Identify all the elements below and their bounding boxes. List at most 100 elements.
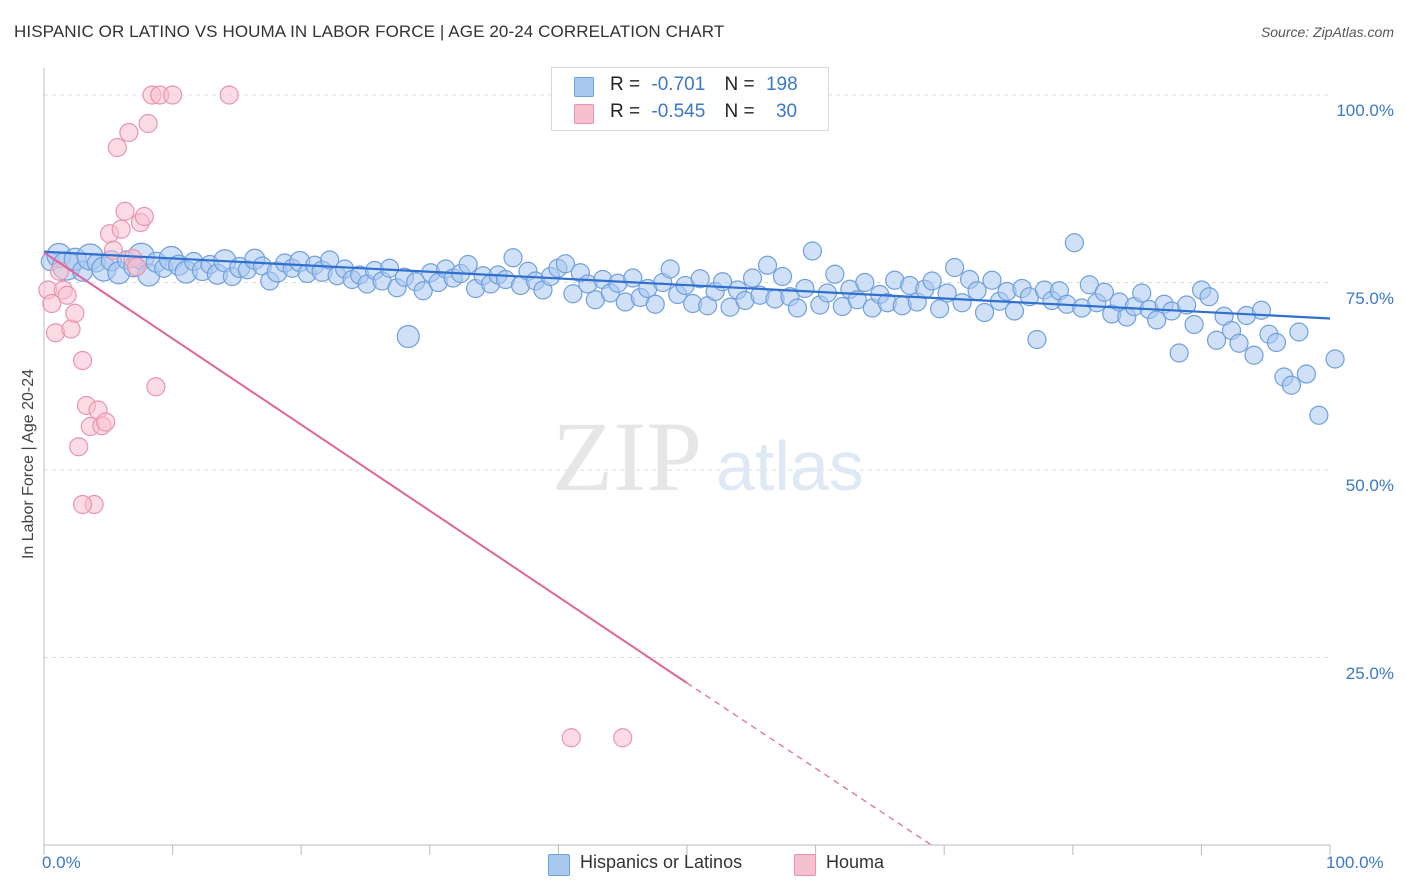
data-point-hispanics <box>1004 301 1025 321</box>
data-point-hispanics <box>458 254 478 275</box>
data-point-hispanics <box>855 272 875 293</box>
data-point-hispanics <box>825 264 845 284</box>
data-point-hispanics <box>1296 364 1316 384</box>
watermark: ZIP atlas <box>552 401 864 512</box>
legend-swatch-pink <box>794 854 816 876</box>
data-point-hispanics <box>1199 287 1219 307</box>
trend-line-houma-extension <box>686 682 932 846</box>
data-point-hispanics <box>1169 343 1189 363</box>
data-point-houma <box>57 285 77 305</box>
data-point-hispanics <box>1094 282 1114 302</box>
data-point-hispanics <box>645 294 665 314</box>
data-point-houma <box>61 319 81 339</box>
y-tick-label: 75.0% <box>1345 288 1394 308</box>
y-tick-label: 50.0% <box>1345 476 1394 495</box>
data-point-hispanics <box>930 299 950 319</box>
data-point-houma <box>65 303 85 323</box>
data-point-houma <box>69 437 89 457</box>
data-point-hispanics <box>952 293 972 313</box>
data-point-houma <box>96 412 116 432</box>
x-tick-label-left: 0.0% <box>42 853 81 872</box>
data-point-hispanics <box>1244 345 1264 365</box>
data-point-hispanics <box>1206 330 1227 350</box>
data-point-houma <box>107 137 127 158</box>
legend-n-value: 30 <box>775 101 798 122</box>
data-point-hispanics <box>945 257 965 278</box>
trend-line-houma <box>43 251 688 684</box>
data-point-hispanics <box>1266 332 1287 353</box>
legend-r-value: -0.701 <box>651 74 706 95</box>
chart-title: HISPANIC OR LATINO VS HOUMA IN LABOR FOR… <box>14 22 725 41</box>
data-point-hispanics <box>967 281 987 301</box>
data-point-hispanics <box>795 278 815 299</box>
data-point-hispanics <box>1289 322 1309 342</box>
data-point-houma <box>138 113 158 134</box>
data-point-houma <box>49 261 70 281</box>
data-point-houma <box>72 494 93 515</box>
legend-r-label: R = <box>610 74 641 95</box>
data-point-hispanics <box>690 269 710 289</box>
y-axis-title: In Labor Force | Age 20-24 <box>20 368 37 560</box>
data-point-houma <box>613 728 633 748</box>
data-point-hispanics <box>1027 329 1047 350</box>
watermark-zip: ZIP <box>552 401 702 512</box>
x-tick-label-right: 100.0% <box>1326 853 1384 872</box>
data-point-hispanics <box>1281 375 1302 395</box>
data-point-hispanics <box>413 281 433 301</box>
data-point-houma <box>146 377 166 397</box>
series-legend: Hispanics or Latinos Houma <box>0 852 1406 878</box>
legend-n-label: N = <box>724 74 755 95</box>
data-point-hispanics <box>1147 310 1167 330</box>
legend-swatch-blue <box>548 854 570 876</box>
chart-source: Source: ZipAtlas.com <box>1260 24 1394 40</box>
data-point-hispanics <box>555 254 576 274</box>
data-point-hispanics <box>1184 314 1204 335</box>
data-point-houma <box>72 350 93 371</box>
data-point-hispanics <box>563 284 583 304</box>
data-point-houma <box>561 728 581 748</box>
data-point-houma <box>115 201 135 221</box>
data-point-hispanics <box>982 270 1002 290</box>
data-point-hispanics <box>1309 405 1329 425</box>
data-point-hispanics <box>772 266 793 287</box>
legend-r-value: -0.545 <box>651 101 706 122</box>
y-tick-label: 100.0% <box>1336 101 1394 120</box>
series-houma-points <box>38 85 633 748</box>
data-point-houma <box>111 219 131 239</box>
data-point-houma <box>219 85 239 105</box>
data-point-hispanics <box>396 324 420 349</box>
data-point-hispanics <box>802 241 823 261</box>
legend-n-label: N = <box>724 101 755 122</box>
data-point-hispanics <box>320 250 340 270</box>
grid-lines <box>44 94 1330 658</box>
legend-swatch-blue <box>574 77 594 97</box>
data-point-hispanics <box>1177 295 1197 315</box>
data-point-hispanics <box>1064 233 1084 253</box>
legend-r-label: R = <box>610 101 641 122</box>
data-point-hispanics <box>922 271 942 291</box>
legend-swatch-pink <box>574 104 594 124</box>
y-tick-label: 25.0% <box>1345 663 1394 683</box>
data-point-hispanics <box>742 268 763 288</box>
legend-label-hispanics: Hispanics or Latinos <box>580 852 743 872</box>
data-point-houma <box>42 293 62 314</box>
data-point-hispanics <box>1132 283 1152 303</box>
legend-label-houma: Houma <box>826 852 885 872</box>
data-point-hispanics <box>787 298 808 318</box>
data-point-houma <box>126 257 147 277</box>
data-point-hispanics <box>1325 349 1345 369</box>
x-tick-marks <box>43 845 1331 855</box>
stats-legend: R = -0.701 N = 198 R = -0.545 N = 30 <box>551 67 829 131</box>
data-point-hispanics <box>503 248 523 268</box>
data-point-hispanics <box>974 302 995 323</box>
data-point-hispanics <box>623 268 643 288</box>
data-point-houma <box>119 122 139 143</box>
trend-line-hispanics <box>43 250 1331 320</box>
legend-n-value: 198 <box>765 74 798 95</box>
data-point-houma <box>163 85 183 105</box>
data-point-houma <box>134 206 154 227</box>
data-point-hispanics <box>757 255 778 275</box>
data-point-hispanics <box>1229 333 1249 353</box>
data-point-hispanics <box>1251 300 1272 320</box>
